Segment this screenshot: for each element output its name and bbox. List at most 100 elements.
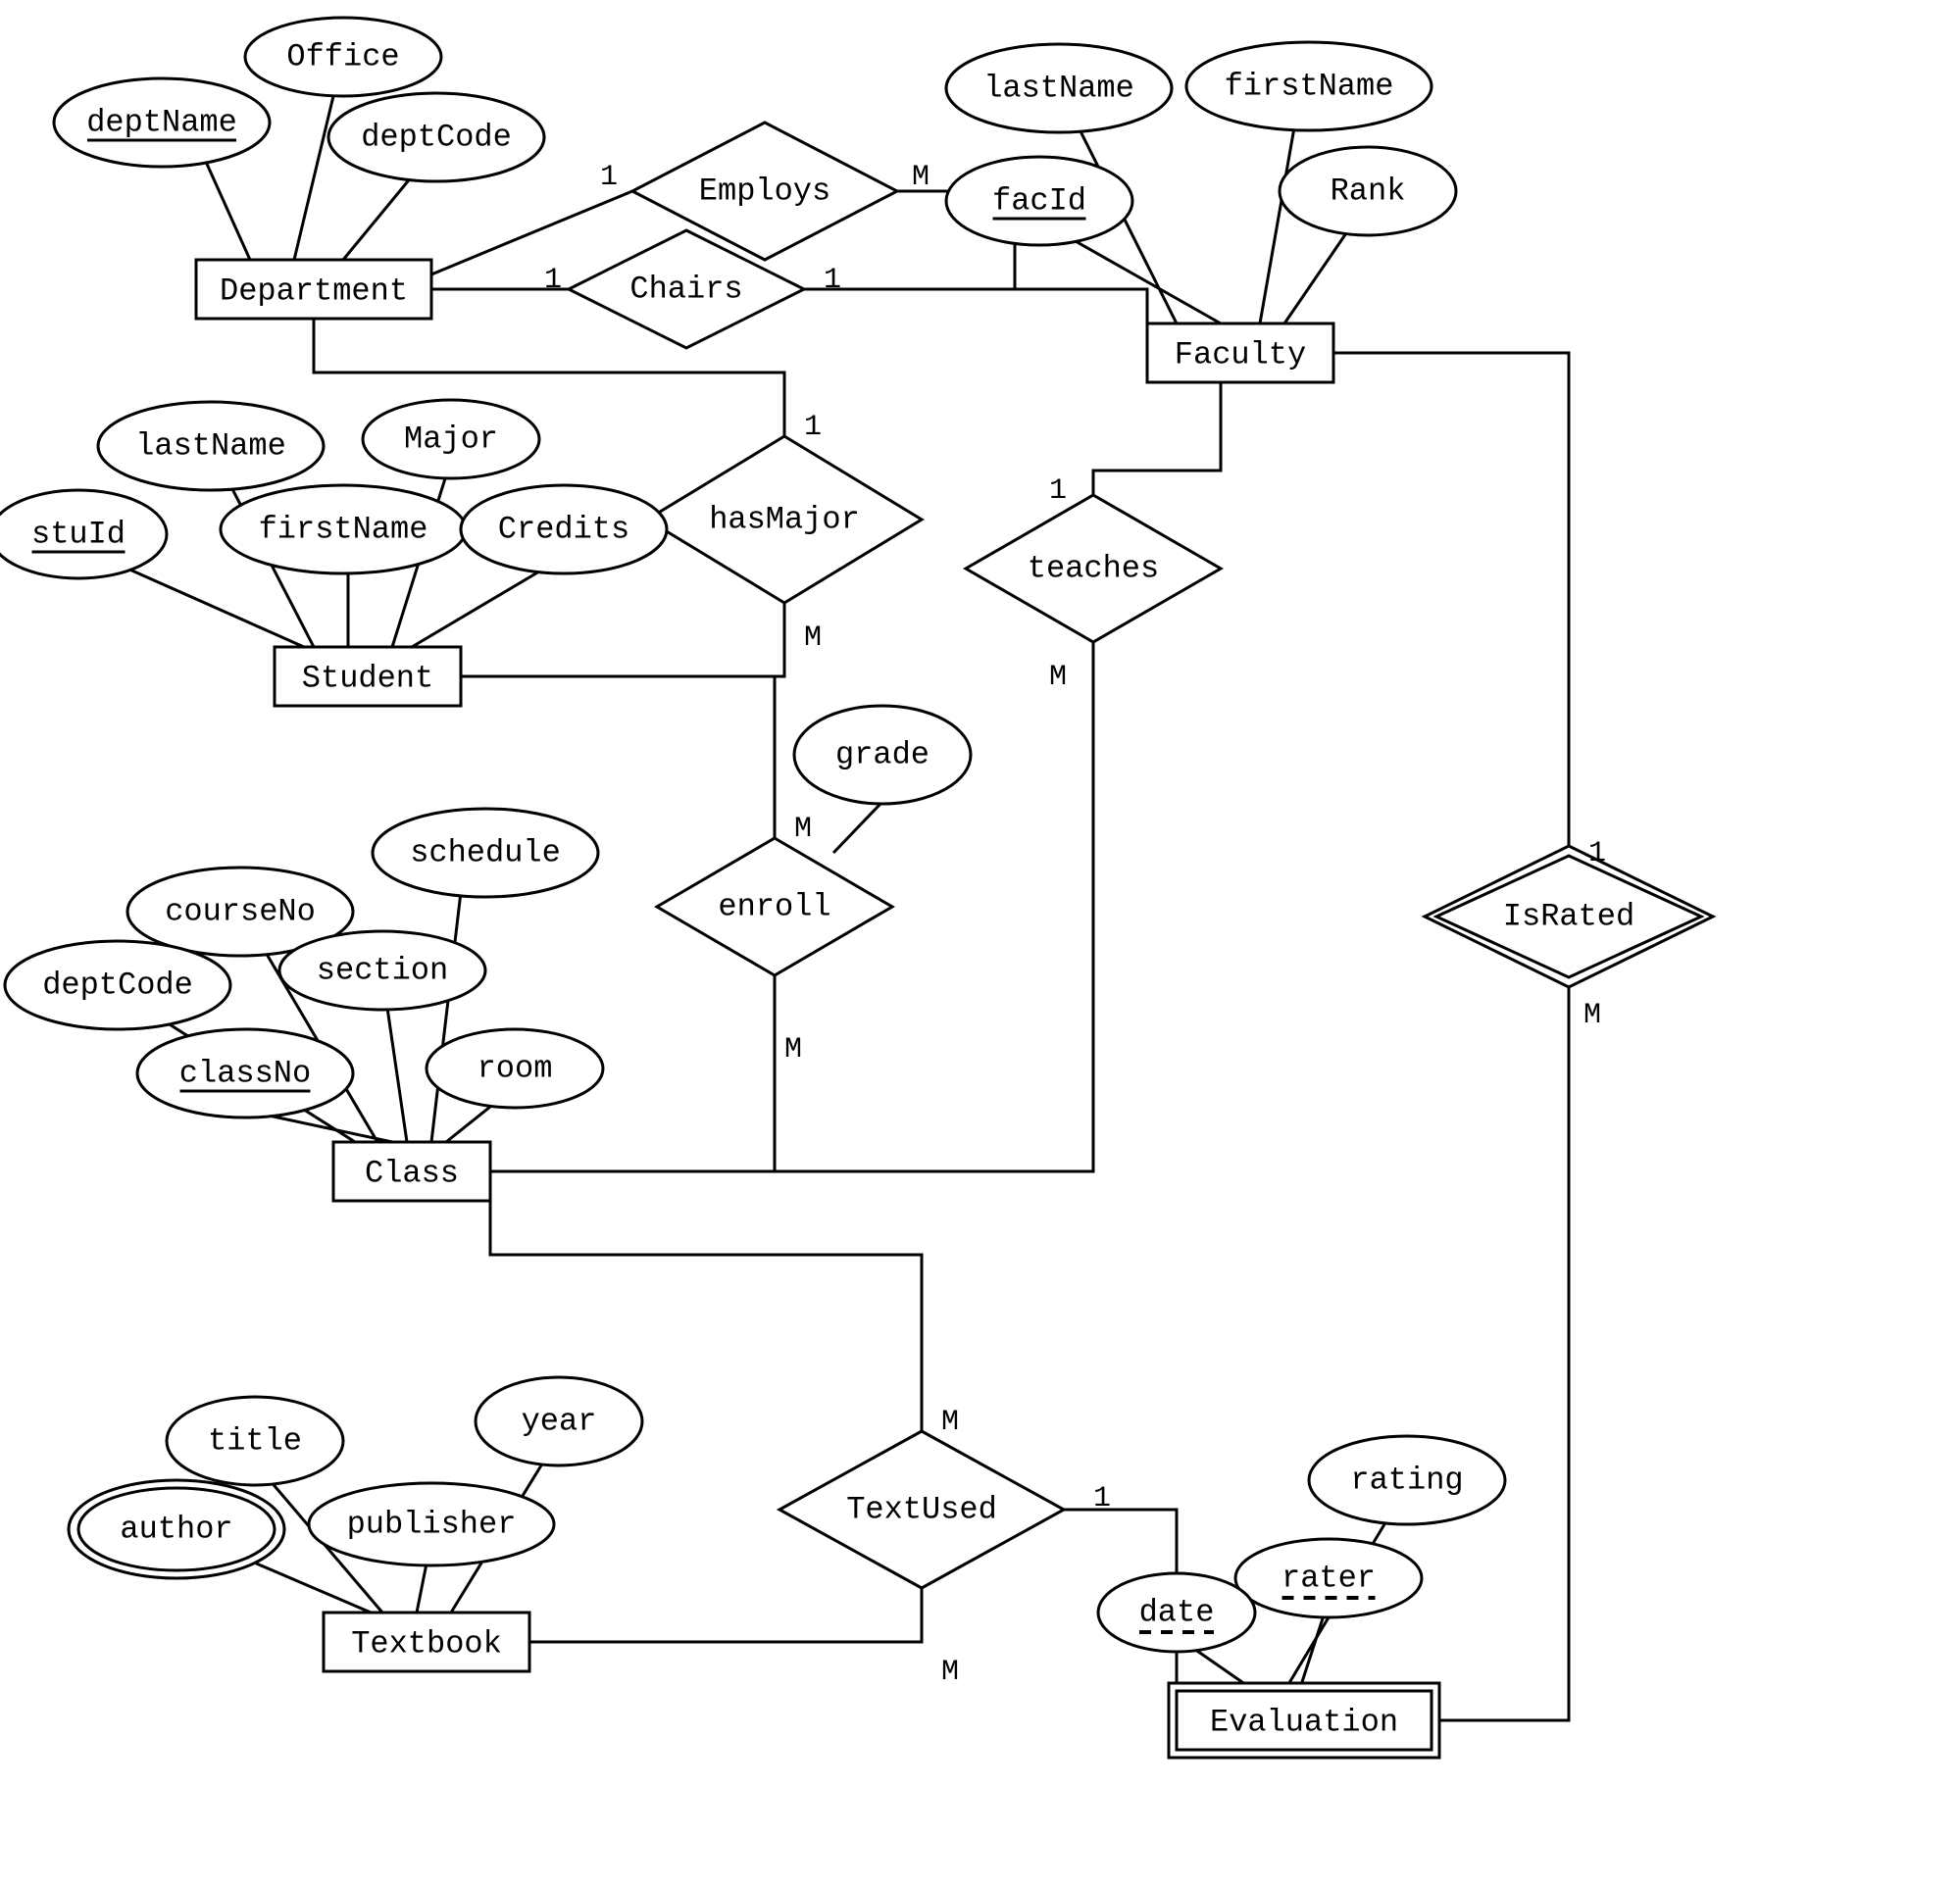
attribute-eval_rating: rating [1309, 1436, 1505, 1524]
attribute-label-txt_year: year [522, 1403, 597, 1439]
attribute-dept_deptCode: deptCode [328, 93, 544, 181]
entity-Department: Department [196, 260, 431, 319]
relationship-label-enroll: enroll [718, 888, 830, 924]
edge [804, 289, 1147, 338]
cardinality-label: 1 [544, 264, 562, 297]
attribute-stu_lastName: lastName [98, 402, 324, 490]
cardinality-label: 1 [824, 264, 841, 297]
edge [1432, 977, 1569, 1720]
edge [446, 1103, 495, 1142]
entity-Class: Class [333, 1142, 490, 1201]
edge [529, 1588, 922, 1642]
attribute-label-fac_lastName: lastName [983, 70, 1134, 106]
edge [412, 569, 544, 647]
attribute-txt_title: title [167, 1397, 343, 1485]
attribute-label-cls_classNo: classNo [179, 1055, 311, 1091]
attribute-txt_author: author [69, 1480, 284, 1578]
attribute-label-dept_deptName: deptName [86, 104, 237, 140]
cardinality-label: 1 [1588, 837, 1606, 870]
cardinality-label: M [1583, 999, 1601, 1032]
attribute-fac_facId: facId [946, 157, 1132, 245]
entity-Student: Student [275, 647, 461, 706]
attribute-label-fac_Rank: Rank [1331, 173, 1406, 209]
attribute-label-fac_firstName: firstName [1225, 68, 1394, 104]
edge [1260, 127, 1294, 323]
attribute-eval_date: date [1098, 1573, 1255, 1652]
relationships: Employs Chairs hasMajor teaches enroll TextUs… [569, 123, 1713, 1588]
attribute-label-stu_Credits: Credits [498, 511, 629, 547]
entity-Evaluation: Evaluation [1169, 1683, 1439, 1758]
attribute-label-cls_schedule: schedule [410, 834, 561, 870]
attribute-label-fac_facId: facId [992, 182, 1086, 219]
edge [127, 569, 304, 647]
attribute-cls_schedule: schedule [373, 809, 598, 897]
edge [1093, 382, 1221, 495]
edge [431, 892, 461, 1142]
relationship-label-TextUsed: TextUsed [846, 1491, 997, 1527]
attribute-enroll_grade: grade [794, 706, 971, 804]
cardinality-label: M [941, 1406, 959, 1439]
relationship-label-hasMajor: hasMajor [709, 501, 860, 537]
attribute-label-eval_rating: rating [1350, 1462, 1463, 1498]
attribute-txt_year: year [476, 1377, 642, 1465]
edge [387, 1008, 407, 1142]
cardinality-label: 1 [600, 161, 618, 194]
attribute-label-stu_firstName: firstName [259, 511, 428, 547]
attribute-cls_room: room [427, 1029, 603, 1108]
attribute-label-eval_rater: rater [1282, 1560, 1376, 1596]
edge [1284, 230, 1348, 323]
entity-label-Student: Student [302, 660, 433, 696]
cardinality-label: M [912, 161, 930, 194]
attribute-label-cls_deptCode: deptCode [42, 967, 193, 1003]
attribute-stu_stuId: stuId [0, 490, 167, 578]
attribute-dept_Office: Office [245, 18, 441, 96]
edge [1333, 353, 1569, 856]
entity-Textbook: Textbook [324, 1613, 529, 1671]
cardinality-label: 1 [1049, 474, 1067, 508]
er-diagram: Employs Chairs hasMajor teaches enroll TextUs… [0, 0, 1960, 1887]
attribute-label-txt_publisher: publisher [347, 1506, 517, 1542]
cardinality-label: M [1049, 661, 1067, 694]
attribute-label-eval_date: date [1139, 1594, 1215, 1630]
attribute-label-dept_deptCode: deptCode [361, 119, 512, 155]
entity-Faculty: Faculty [1147, 323, 1333, 382]
edge [1299, 1615, 1324, 1691]
relationship-teaches: teaches [966, 495, 1221, 642]
attribute-cls_classNo: classNo [137, 1029, 353, 1117]
edge [833, 804, 880, 853]
relationship-hasMajor: hasMajor [647, 436, 922, 603]
attribute-cls_deptCode: deptCode [5, 941, 230, 1029]
attribute-fac_firstName: firstName [1186, 42, 1432, 130]
attribute-stu_Major: Major [363, 400, 539, 478]
attribute-label-stu_lastName: lastName [135, 427, 286, 464]
relationship-label-Employs: Employs [699, 173, 830, 209]
attribute-label-enroll_grade: grade [835, 736, 930, 772]
cardinality-label: M [784, 1033, 802, 1067]
attribute-label-cls_courseNo: courseNo [165, 893, 316, 929]
edge [206, 162, 250, 260]
relationship-TextUsed: TextUsed [779, 1431, 1064, 1588]
relationship-label-teaches: teaches [1028, 550, 1159, 586]
attribute-label-stu_stuId: stuId [31, 516, 126, 552]
attribute-label-txt_title: title [208, 1422, 302, 1459]
attribute-stu_Credits: Credits [461, 485, 667, 573]
edge [294, 96, 333, 260]
edge [417, 1564, 427, 1613]
attribute-label-cls_section: section [317, 952, 448, 988]
entity-label-Department: Department [220, 273, 408, 309]
edge [461, 603, 784, 676]
attribute-txt_publisher: publisher [309, 1483, 554, 1565]
attribute-label-cls_room: room [477, 1050, 553, 1086]
attribute-fac_Rank: Rank [1280, 147, 1456, 235]
edge [343, 176, 412, 260]
relationship-label-Chairs: Chairs [629, 271, 742, 307]
attribute-cls_section: section [279, 931, 485, 1010]
cardinality-label: M [794, 813, 812, 846]
entity-label-Class: Class [365, 1155, 459, 1191]
attribute-label-stu_Major: Major [404, 421, 498, 457]
entity-label-Textbook: Textbook [351, 1625, 502, 1662]
entity-label-Faculty: Faculty [1175, 336, 1306, 372]
attribute-label-dept_Office: Office [286, 38, 399, 74]
attribute-fac_lastName: lastName [946, 44, 1172, 132]
cardinality-label: M [941, 1656, 959, 1689]
